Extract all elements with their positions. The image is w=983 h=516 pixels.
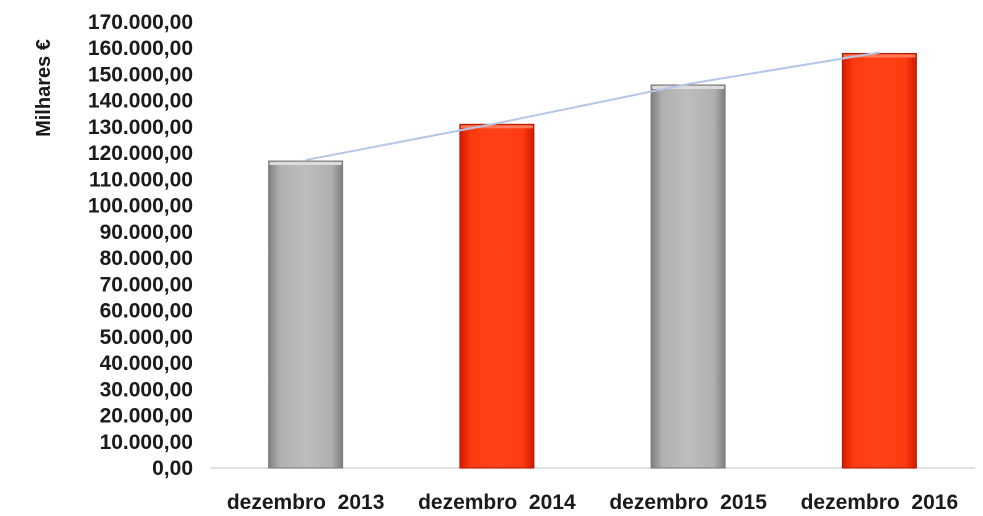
bar-top-highlight bbox=[843, 54, 916, 58]
y-tick-label: 160.000,00 bbox=[88, 37, 193, 60]
bar-3 bbox=[841, 52, 917, 469]
y-tick-label: 90.000,00 bbox=[100, 221, 193, 244]
bar-0 bbox=[268, 160, 344, 469]
y-tick-label: 130.000,00 bbox=[88, 116, 193, 139]
y-tick-label: 170.000,00 bbox=[88, 11, 193, 34]
x-tick-label: dezembro 2013 bbox=[227, 491, 385, 514]
y-tick-label: 10.000,00 bbox=[100, 431, 193, 454]
y-tick-label: 70.000,00 bbox=[100, 273, 193, 296]
y-tick-label: 40.000,00 bbox=[100, 352, 193, 375]
y-tick-label: 30.000,00 bbox=[100, 378, 193, 401]
y-tick-label: 60.000,00 bbox=[100, 300, 193, 323]
bar-2 bbox=[650, 84, 726, 469]
x-tick-label: dezembro 2014 bbox=[418, 491, 576, 514]
y-axis-tick-labels: 0,00 10.000,00 20.000,00 30.000,00 40.000,00… bbox=[88, 11, 193, 480]
x-tick-label: dezembro 2015 bbox=[609, 491, 767, 514]
y-axis-title: Milhares € bbox=[33, 39, 55, 137]
y-tick-label: 120.000,00 bbox=[88, 142, 193, 165]
y-tick-label: 150.000,00 bbox=[88, 63, 193, 86]
bar-series bbox=[268, 52, 917, 469]
bar-top-highlight bbox=[652, 85, 725, 89]
y-tick-label: 80.000,00 bbox=[100, 247, 193, 270]
y-tick-label: 110.000,00 bbox=[89, 168, 193, 191]
x-axis-category-labels: dezembro 2013 dezembro 2014 dezembro 2015 d… bbox=[227, 491, 958, 514]
y-tick-label: 0,00 bbox=[152, 457, 193, 480]
y-tick-label: 140.000,00 bbox=[88, 90, 193, 113]
y-tick-label: 100.000,00 bbox=[88, 195, 193, 218]
trendline bbox=[305, 51, 880, 162]
bar-1 bbox=[459, 123, 535, 469]
x-tick-label: dezembro 2016 bbox=[801, 491, 959, 514]
y-tick-label: 50.000,00 bbox=[100, 326, 193, 349]
bar-top-highlight bbox=[269, 162, 342, 166]
bar-top-highlight bbox=[460, 125, 533, 129]
y-tick-label: 20.000,00 bbox=[100, 405, 193, 428]
